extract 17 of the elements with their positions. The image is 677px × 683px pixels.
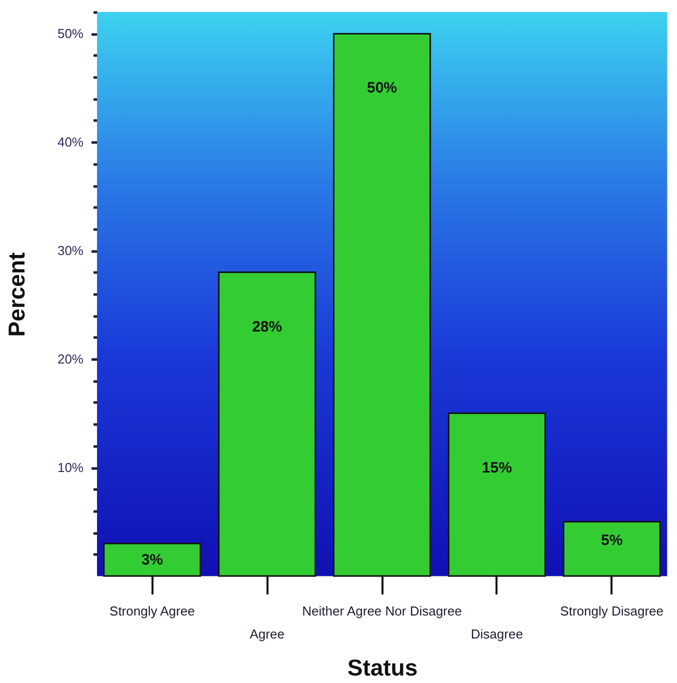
x-tick-label: Disagree [470,626,523,642]
data-label: 15% [482,459,512,476]
x-tick-label: Strongly Disagree [560,604,664,618]
x-axis-title: Status [347,654,418,680]
x-tick-label: Neither Agree Nor Disagree [302,604,462,618]
y-tick-label: 40% [57,134,84,150]
data-label: 3% [141,552,164,569]
y-tick-label: 30% [57,243,84,258]
data-label: 28% [252,318,282,336]
y-tick-label: 10% [57,460,84,476]
data-label: 50% [366,80,398,97]
y-axis-title: Percent [3,252,30,337]
x-tick-label: Strongly Agree [110,604,195,618]
x-tick-label: Agree [250,626,284,642]
y-tick-label: 20% [57,352,84,367]
y-tick-label: 50% [57,26,84,42]
data-label: 5% [600,532,623,549]
